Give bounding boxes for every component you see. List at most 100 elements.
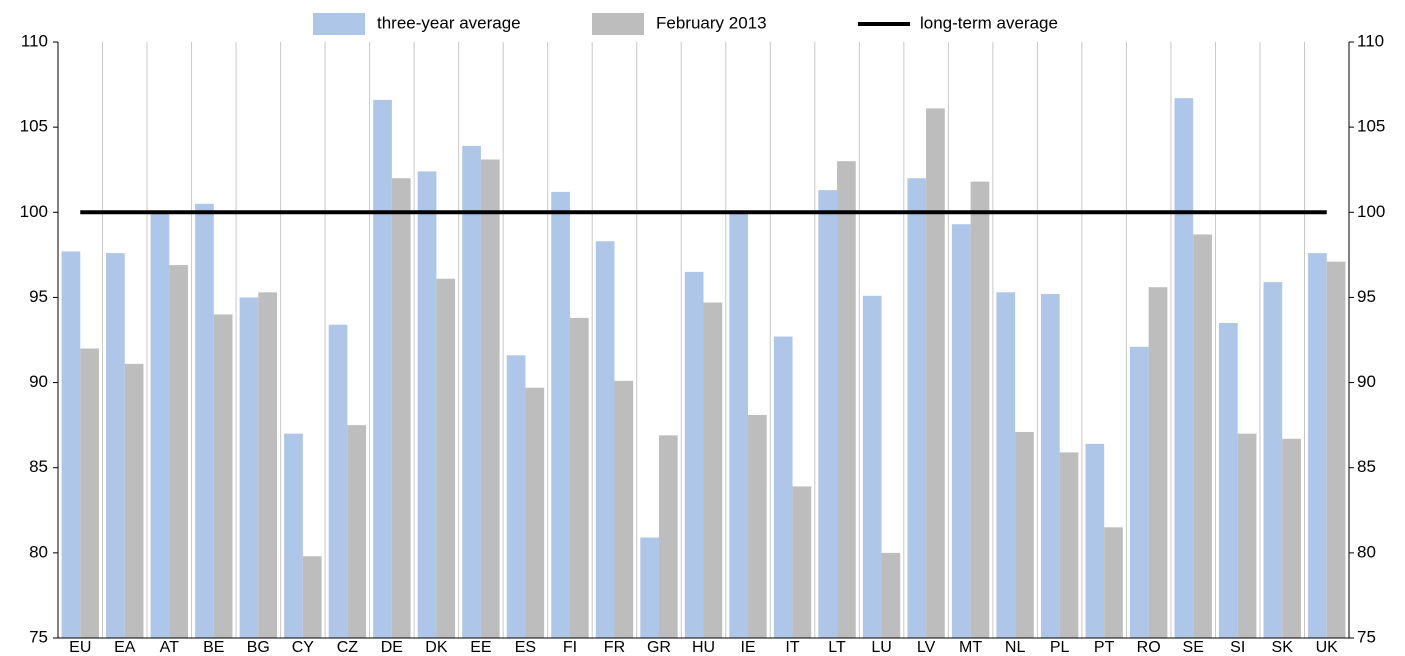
bar: [124, 363, 144, 638]
bar: [150, 212, 170, 639]
x-tick-label: FI: [563, 639, 577, 656]
y-tick-label: 100: [20, 202, 48, 221]
bar: [169, 265, 188, 638]
y-tick-label: 105: [20, 117, 48, 136]
y2-tick-label: 80: [1357, 542, 1376, 561]
legend-label: February 2013: [656, 13, 767, 32]
bar: [1237, 433, 1257, 638]
x-tick-label: LU: [871, 639, 891, 656]
y2-tick-label: 110: [1357, 31, 1384, 50]
bar: [258, 292, 278, 638]
bar: [818, 190, 838, 639]
y-tick-label: 95: [29, 287, 48, 306]
x-tick-label: HU: [692, 639, 715, 656]
x-tick-label: DK: [425, 639, 448, 656]
x-tick-label: ES: [515, 639, 536, 656]
y2-tick-label: 85: [1357, 457, 1376, 476]
y2-tick-label: 75: [1357, 627, 1376, 646]
x-tick-label: MT: [959, 639, 982, 656]
bar: [436, 278, 456, 638]
bar: [837, 161, 856, 638]
bar: [1129, 346, 1149, 638]
bar: [1193, 234, 1212, 638]
x-tick-label: SE: [1183, 639, 1204, 656]
y-tick-label: 85: [29, 457, 48, 476]
bar: [658, 435, 678, 638]
bar: [970, 181, 990, 639]
bar: [391, 178, 411, 638]
x-tick-label: BG: [247, 639, 270, 656]
bar: [302, 556, 322, 638]
x-tick-label: IT: [785, 639, 799, 656]
bar: [1282, 438, 1301, 638]
bar: [1040, 294, 1060, 638]
bar: [1308, 253, 1327, 638]
y2-tick-label: 105: [1357, 117, 1385, 136]
bar: [703, 302, 723, 638]
bar: [551, 191, 570, 638]
bar: [996, 292, 1016, 638]
x-tick-label: RO: [1137, 639, 1161, 656]
x-tick-label: AT: [160, 639, 179, 656]
x-tick-label: EA: [114, 639, 136, 656]
bar: [951, 224, 971, 638]
bar: [792, 486, 812, 638]
bar: [61, 251, 81, 639]
bar: [773, 336, 793, 638]
bar: [480, 159, 500, 639]
bar: [640, 537, 659, 638]
bar: [595, 241, 615, 638]
x-tick-label: LV: [917, 639, 936, 656]
bar: [1326, 261, 1346, 638]
bar: [506, 355, 526, 638]
x-tick-label: IE: [740, 639, 755, 656]
x-tick-label: UK: [1316, 639, 1339, 656]
bar: [284, 433, 303, 638]
bar: [881, 552, 901, 638]
x-tick-label: CZ: [337, 639, 359, 656]
x-tick-label: EE: [470, 639, 491, 656]
bar: [1059, 452, 1079, 638]
x-tick-label: SK: [1272, 639, 1294, 656]
x-tick-label: DE: [381, 639, 403, 656]
x-tick-label: CY: [292, 639, 315, 656]
bar: [525, 387, 545, 638]
bar: [1085, 443, 1105, 638]
bar: [106, 253, 125, 638]
bar: [1263, 282, 1283, 638]
x-tick-label: BE: [203, 639, 224, 656]
y-tick-label: 75: [29, 627, 48, 646]
bar: [1148, 287, 1168, 638]
bar: [462, 145, 481, 639]
x-tick-label: EU: [69, 639, 91, 656]
bar: [684, 271, 704, 638]
bar: [347, 425, 367, 638]
x-tick-label: FR: [604, 639, 625, 656]
bar: [569, 317, 589, 638]
y-tick-label: 90: [29, 372, 48, 391]
y2-tick-label: 95: [1357, 287, 1376, 306]
y2-tick-label: 100: [1357, 202, 1385, 221]
bar: [213, 314, 233, 638]
bar: [1015, 431, 1034, 638]
bar: [1104, 527, 1123, 638]
legend-swatch: [592, 13, 644, 35]
y-tick-label: 110: [21, 31, 48, 50]
legend-label: long-term average: [920, 13, 1058, 32]
legend-label: three-year average: [377, 13, 521, 32]
bar: [80, 348, 99, 638]
bar: [417, 171, 437, 638]
x-tick-label: PT: [1094, 639, 1115, 656]
bar: [1174, 98, 1194, 639]
bar: [862, 295, 882, 638]
bar: [239, 297, 259, 638]
x-tick-label: SI: [1230, 639, 1245, 656]
bar: [729, 212, 749, 639]
x-tick-label: PL: [1050, 639, 1070, 656]
y-tick-label: 80: [29, 542, 48, 561]
bar: [373, 99, 392, 638]
bar: [614, 380, 634, 638]
legend-swatch: [313, 13, 365, 35]
